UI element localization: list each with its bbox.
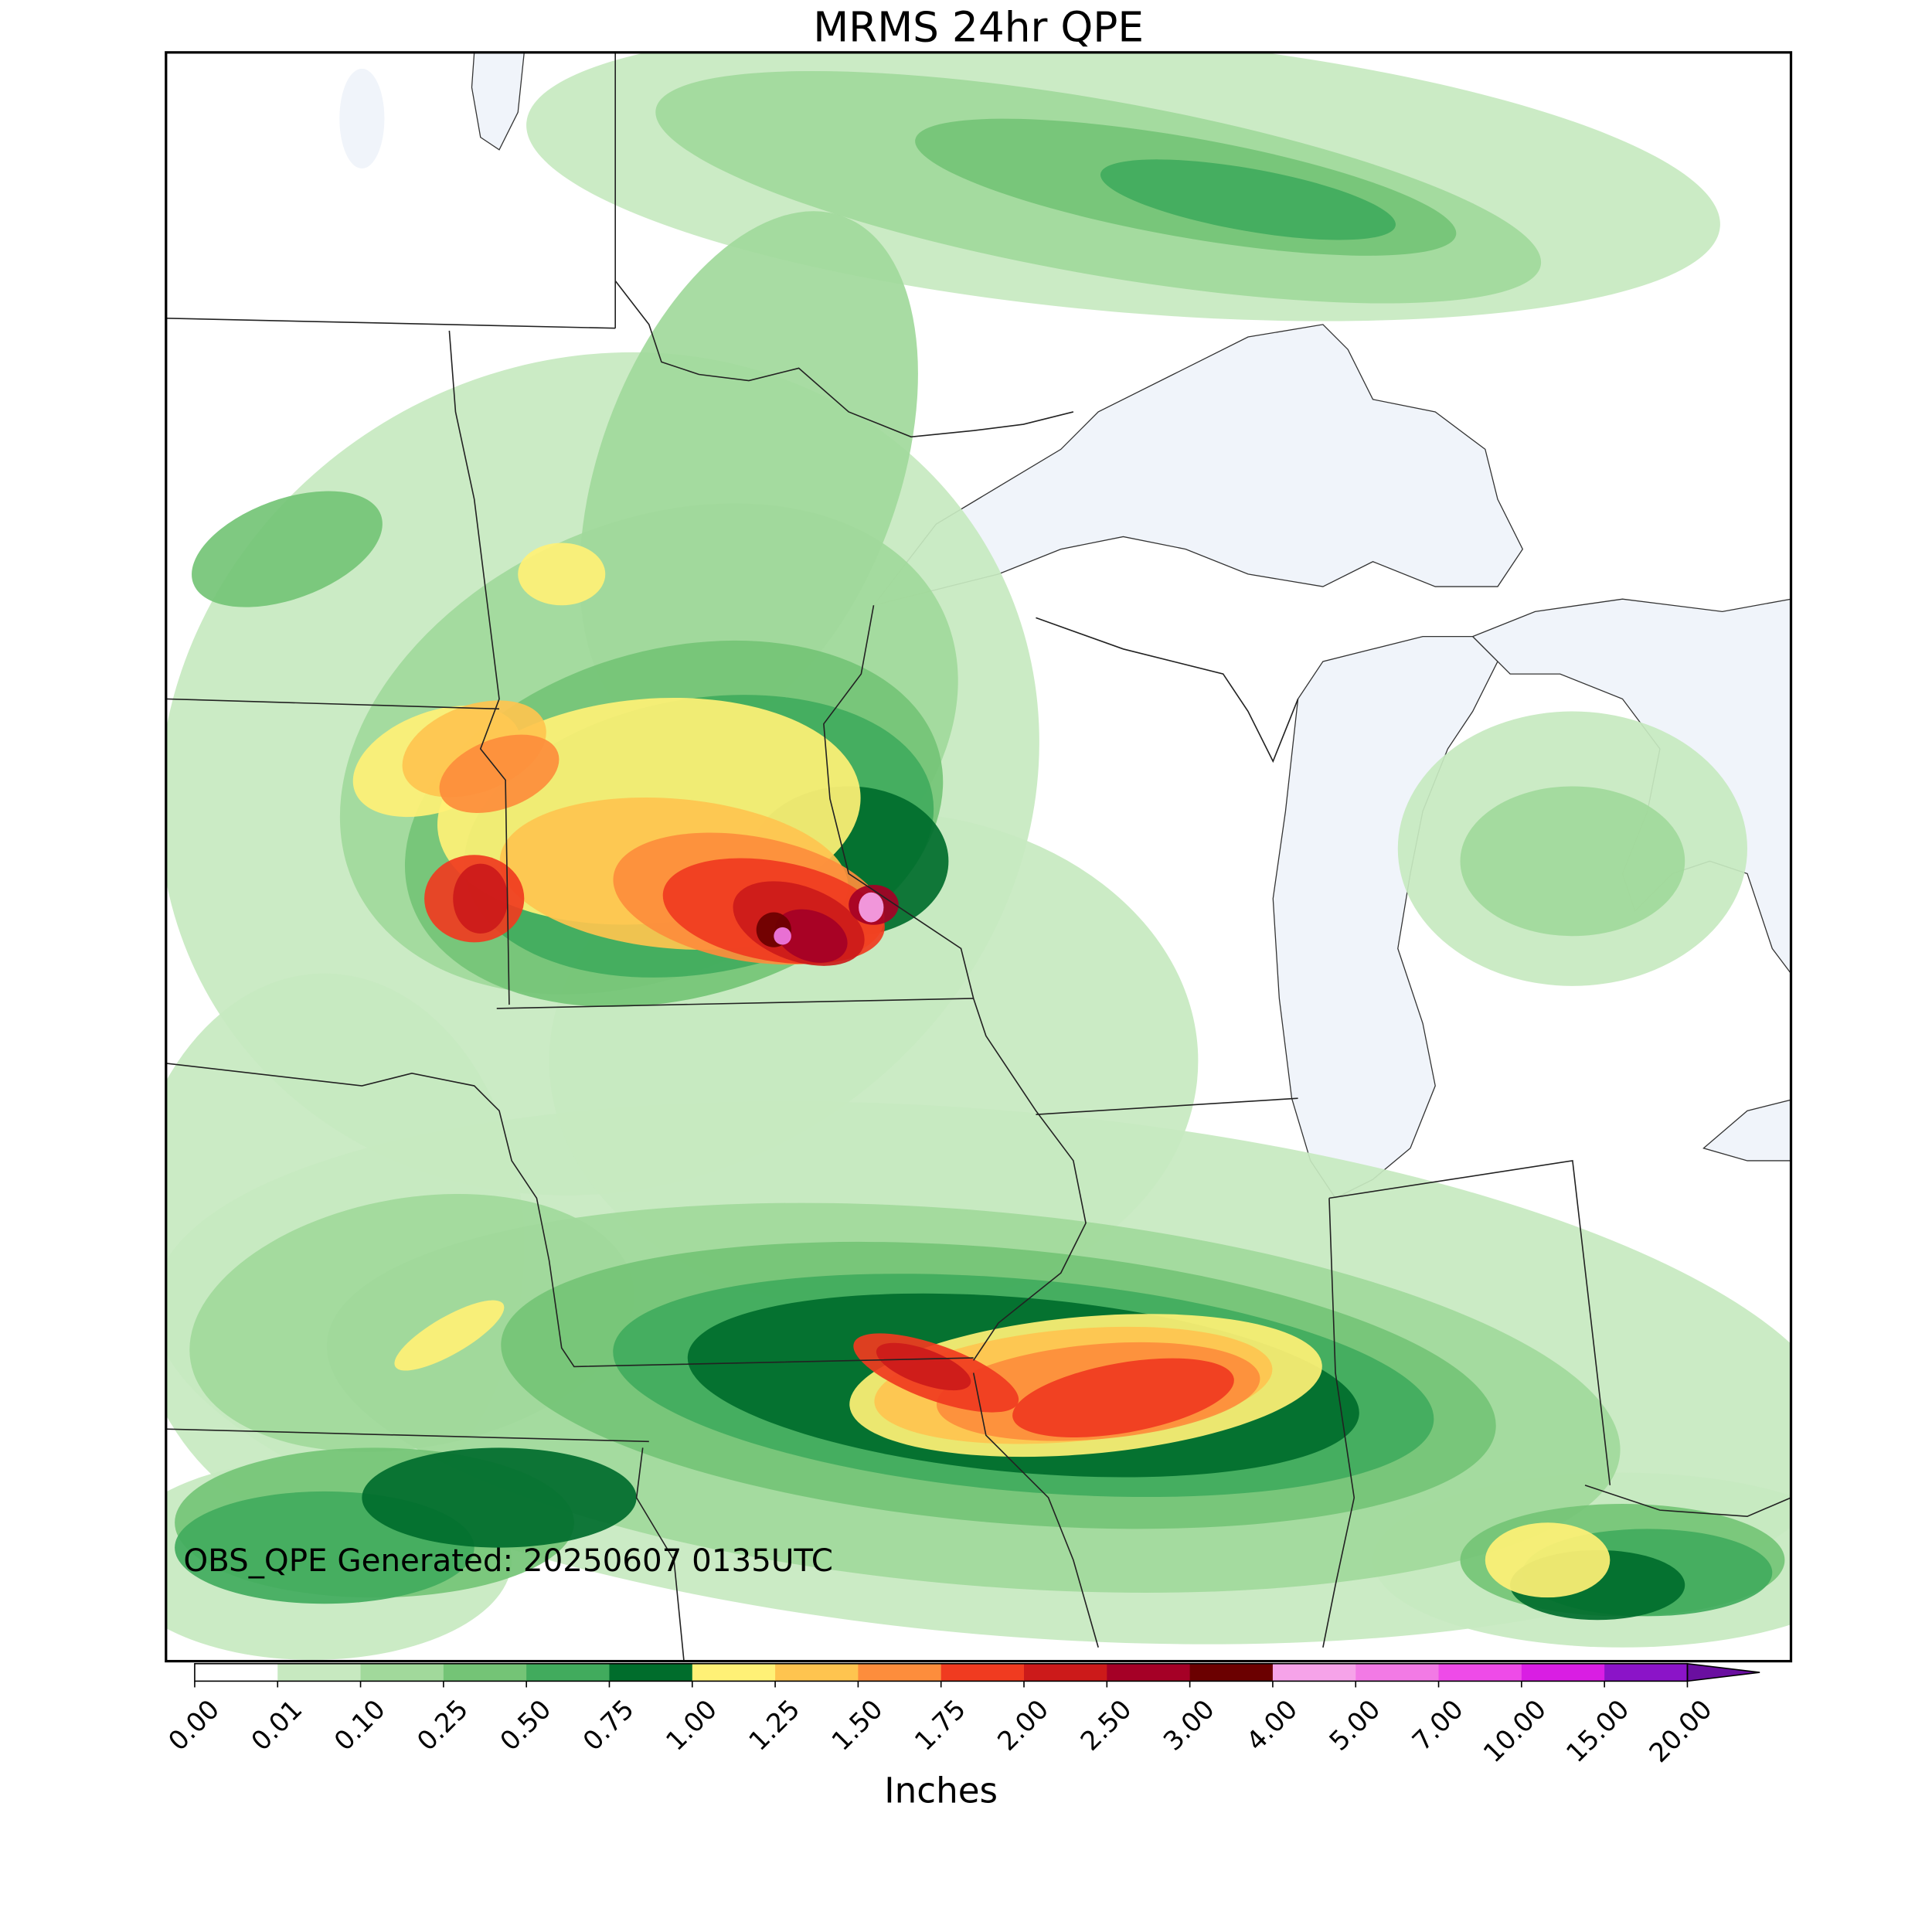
lake xyxy=(872,324,1524,607)
border xyxy=(165,1063,974,1368)
border xyxy=(165,698,500,710)
colorbar-bin xyxy=(1024,1663,1108,1682)
border xyxy=(972,1372,1099,1648)
colorbar-bin xyxy=(443,1663,527,1682)
precip-area xyxy=(859,892,884,923)
precip-area xyxy=(362,1447,637,1548)
precip-area xyxy=(518,543,606,606)
colorbar-bin xyxy=(1355,1663,1440,1682)
colorbar-bin xyxy=(1107,1663,1191,1682)
precip-area xyxy=(453,863,509,934)
colorbar-bin xyxy=(1189,1663,1274,1682)
lakes xyxy=(339,52,1791,1199)
border xyxy=(1036,617,1299,764)
state-borders xyxy=(165,52,1791,1662)
colorbar-bin xyxy=(609,1663,693,1682)
colorbar-bin xyxy=(526,1663,611,1682)
border xyxy=(165,318,616,329)
lake xyxy=(471,52,525,151)
precip-area xyxy=(394,1300,505,1371)
border xyxy=(496,998,974,1009)
border xyxy=(1036,1097,1298,1115)
colorbar-bin xyxy=(940,1663,1025,1682)
precip-area xyxy=(1012,1358,1234,1437)
colorbar-label: Inches xyxy=(884,1770,998,1811)
map xyxy=(165,52,1791,1662)
colorbar-bin xyxy=(277,1663,362,1682)
precipitation-field xyxy=(165,52,1791,1660)
title: MRMS 24hr QPE xyxy=(813,3,1144,51)
precip-area xyxy=(580,211,918,738)
colorbar-bin xyxy=(1521,1663,1605,1682)
colorbar-bin xyxy=(360,1663,444,1682)
border xyxy=(823,605,1087,1361)
lake xyxy=(1272,635,1498,1199)
colorbar-bin xyxy=(692,1663,776,1682)
colorbar-bin xyxy=(194,1663,279,1682)
border xyxy=(1322,1198,1355,1648)
border xyxy=(614,280,1074,438)
border xyxy=(635,1447,685,1662)
precip-area xyxy=(1460,786,1685,937)
border xyxy=(165,1428,649,1443)
precip-area xyxy=(774,909,848,963)
precip-area xyxy=(192,491,383,607)
colorbar-bin xyxy=(775,1663,859,1682)
colorbar-bin xyxy=(858,1663,942,1682)
lake xyxy=(339,68,385,169)
border xyxy=(448,330,510,1005)
lake xyxy=(1702,1099,1791,1162)
colorbar-bin xyxy=(1604,1663,1689,1682)
precip-area xyxy=(439,734,560,813)
border xyxy=(1328,1160,1611,1485)
precip-area xyxy=(774,927,791,945)
colorbar-bin xyxy=(1438,1663,1522,1682)
precip-area xyxy=(876,1342,971,1391)
colorbar-bin xyxy=(1272,1663,1357,1682)
annotation: OBS_QPE Generated: 20250607 0135UTC xyxy=(183,1543,833,1579)
precip-area xyxy=(1100,159,1396,240)
precip-area xyxy=(1485,1522,1611,1598)
border xyxy=(1584,1485,1791,1518)
map-frame xyxy=(165,51,1793,1663)
